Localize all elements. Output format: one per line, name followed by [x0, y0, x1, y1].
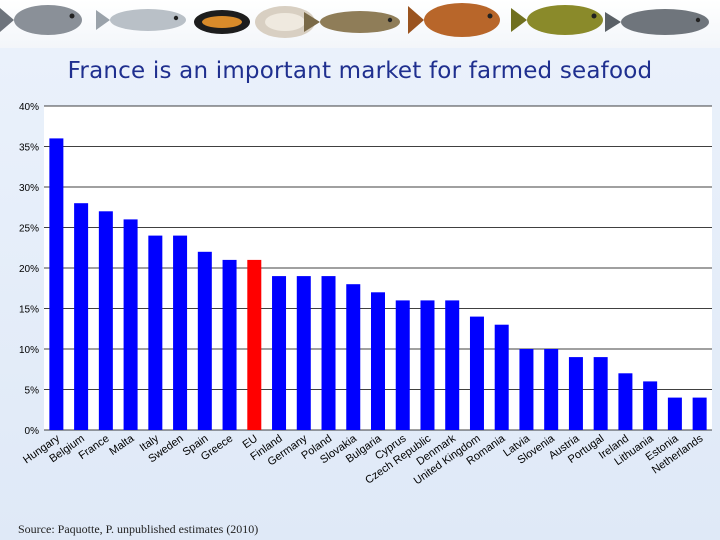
image-banner	[0, 0, 720, 48]
bar-poland	[321, 276, 336, 430]
bar-czech-republic	[420, 300, 435, 430]
bar-denmark	[445, 300, 460, 430]
bar-chart: 0% 5% 10% 15% 20% 25% 30% 35% 40% HungaryBelgium…	[19, 102, 712, 487]
mussel-icon	[194, 10, 250, 34]
bar-spain	[197, 251, 212, 430]
sea-bass-icon	[96, 9, 186, 31]
y-axis-ticks: 0% 5% 10% 15% 20% 25% 30% 35% 40%	[19, 102, 39, 437]
bar-lithuania	[643, 381, 658, 430]
bar-ireland	[618, 373, 633, 430]
catfish-icon	[605, 9, 709, 35]
bar-bulgaria	[371, 292, 385, 430]
bar-slovenia	[544, 349, 559, 430]
slide-title: France is an important market for farmed…	[67, 58, 653, 84]
bar-portugal	[593, 357, 608, 430]
bars	[49, 138, 707, 430]
y-tick-label: 20%	[19, 264, 39, 275]
bar-united-kingdom	[469, 316, 484, 430]
y-tick-label: 0%	[25, 426, 40, 437]
carp-icon	[408, 3, 500, 37]
bar-cyprus	[395, 300, 410, 430]
bar-romania	[494, 324, 509, 430]
source-note: Source: Paquotte, P. unpublished estimat…	[18, 522, 259, 536]
bar-netherlands	[692, 397, 707, 430]
bar-greece	[222, 259, 237, 430]
bar-finland	[272, 276, 287, 430]
y-tick-label: 15%	[19, 305, 39, 316]
bar-estonia	[667, 397, 682, 430]
bar-italy	[148, 235, 163, 430]
bar-hungary	[49, 138, 64, 430]
bar-latvia	[519, 349, 534, 430]
bar-eu	[247, 259, 262, 430]
bar-austria	[568, 357, 583, 430]
banner-icons	[0, 3, 709, 38]
bar-sweden	[173, 235, 188, 430]
bar-france	[98, 211, 113, 430]
y-tick-label: 40%	[19, 102, 39, 113]
sea-bream-icon	[0, 5, 82, 35]
bar-malta	[123, 219, 138, 430]
bar-belgium	[74, 203, 89, 430]
trout-icon	[304, 11, 400, 33]
y-tick-label: 10%	[19, 345, 39, 356]
bar-germany	[296, 276, 311, 430]
bar-slovakia	[346, 284, 361, 430]
tench-icon	[511, 5, 603, 35]
x-tick-label: Malta	[107, 432, 137, 458]
y-tick-label: 25%	[19, 224, 39, 235]
y-tick-label: 5%	[25, 386, 40, 397]
y-tick-label: 35%	[19, 143, 39, 154]
oyster-icon	[255, 6, 315, 38]
y-tick-label: 30%	[19, 183, 39, 194]
